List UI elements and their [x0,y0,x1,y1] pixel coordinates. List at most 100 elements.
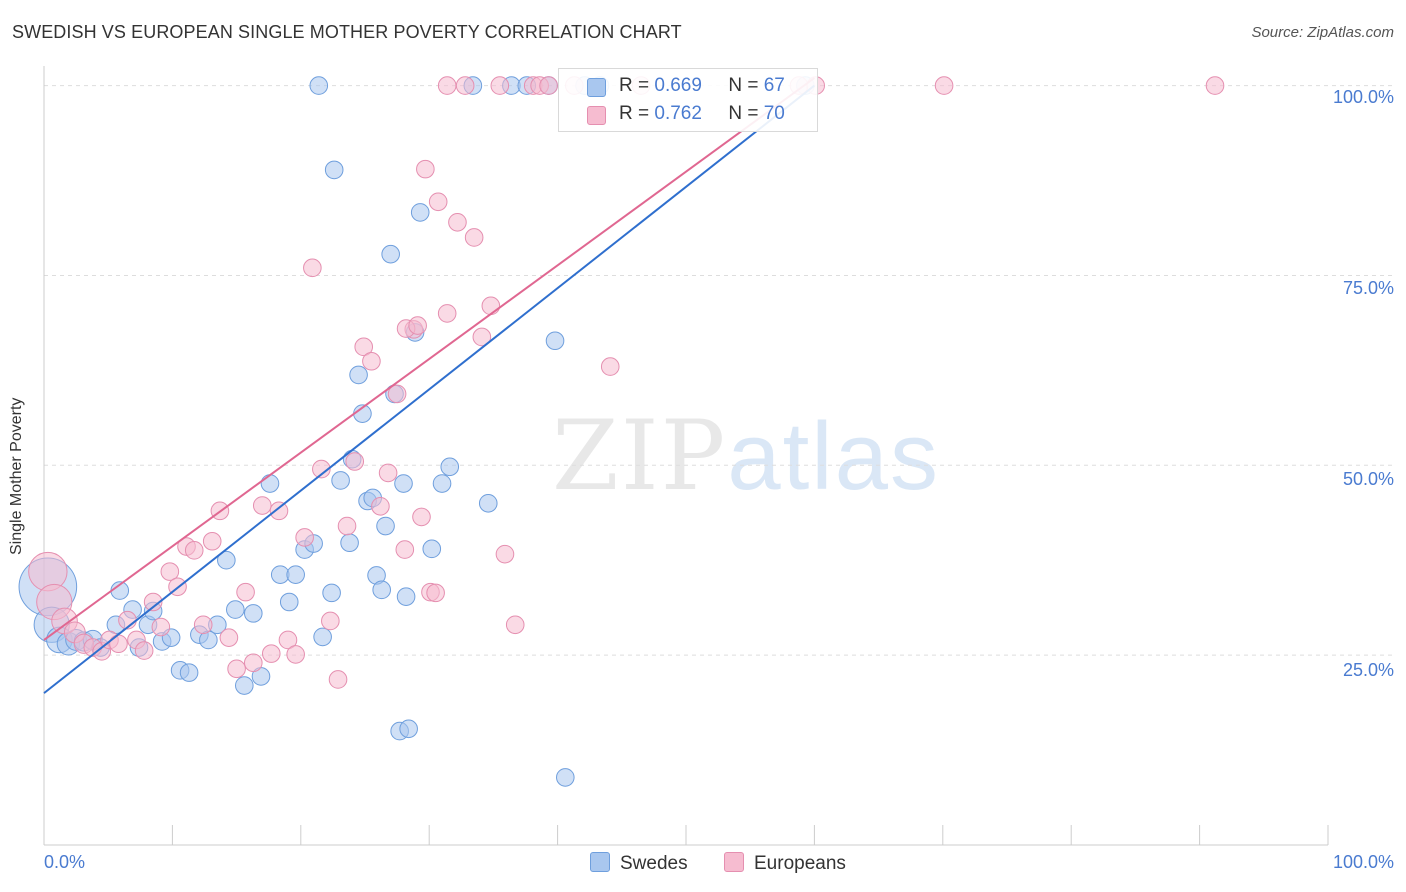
europeans-point [416,159,435,179]
europeans-point [193,615,213,635]
bottom-swedes-label: Swedes [620,853,688,874]
bottom-europeans-label: Europeans [754,853,846,874]
y-tick-label-25: 25.0% [1342,660,1394,680]
swedes-point [331,471,350,490]
europeans-point [354,337,374,357]
europeans-point [286,645,305,664]
bottom-europeans-swatch [724,852,744,872]
watermark-atlas: atlas [727,403,940,510]
swedes-r-label: R = [619,75,650,96]
swedes-point [410,203,430,222]
europeans-trend-line [43,77,815,641]
europeans-point [428,192,448,212]
swedes-point [422,539,442,559]
europeans-point [134,641,154,660]
europeans-point [505,615,525,635]
swedes-point [376,516,395,536]
y-tick-label-50: 50.0% [1342,469,1394,489]
europeans-point [261,644,281,663]
swedes-point [396,587,416,606]
europeans-point [362,351,381,371]
swedes-n-label: N = [728,75,759,96]
europeans-point [109,634,128,654]
europeans-n-value: 70 [763,103,785,124]
europeans-point [600,357,620,376]
europeans-point [278,630,298,650]
europeans-point [490,76,510,95]
swedes-point [243,604,263,623]
europeans-point [495,544,515,564]
swedes-point [309,76,329,95]
europeans-point [395,540,415,559]
europeans-point [934,76,954,95]
x-tick-label-min: 0.0% [44,852,86,872]
swedes-point [313,627,332,647]
swedes-trend-line [43,84,816,694]
europeans-point [464,228,484,247]
swedes-swatch [587,78,606,97]
swedes-r-value: 0.669 [654,75,702,96]
chart-title: SWEDISH VS EUROPEAN SINGLE MOTHER POVERT… [12,22,682,42]
europeans-point [252,496,272,515]
bottom-legend-europeans: Europeans [724,852,846,875]
watermark-zip: ZIP [552,400,728,512]
europeans-swatch [587,106,606,125]
swedes-point [322,583,341,603]
swedes-point [217,550,236,570]
swedes-point [545,331,565,351]
europeans-point [408,316,427,335]
europeans-point [371,497,390,516]
europeans-point [28,551,68,592]
y-tick-label-75: 75.0% [1342,278,1394,298]
y-axis-label: Single Mother Poverty [8,397,25,555]
swedes-point [235,676,254,695]
swedes-point [340,533,359,553]
swedes-point [179,663,199,682]
europeans-point [227,659,246,679]
europeans-point [328,670,348,689]
swedes-point [440,457,460,477]
y-tick-label-100: 100.0% [1332,87,1394,107]
europeans-point [448,212,467,232]
europeans-n-label: N = [728,103,759,124]
swedes-point [556,768,575,787]
europeans-point [236,582,255,602]
swedes-point [478,493,498,513]
swedes-point [432,474,452,493]
swedes-point [286,565,305,584]
swedes-point [279,592,299,612]
swedes-point [324,160,344,180]
europeans-r-label: R = [619,103,650,124]
europeans-point [472,327,492,347]
swedes-point [349,365,368,385]
bottom-legend-swedes: Swedes [590,852,688,875]
europeans-point [269,501,289,521]
europeans-point [312,459,331,479]
europeans-point [202,531,222,551]
europeans-point [412,507,431,527]
swedes-point [260,474,280,493]
europeans-point [184,541,204,560]
europeans-point [303,258,322,278]
europeans-point [437,76,457,95]
europeans-point [481,296,501,316]
europeans-point [426,583,445,603]
europeans-point [455,76,475,95]
swedes-point [399,719,418,739]
europeans-point [437,304,457,323]
europeans-point [387,384,407,404]
bottom-swedes-swatch [590,852,610,872]
europeans-point [539,76,558,95]
europeans-point [219,628,239,647]
europeans-point [160,562,180,581]
swedes-point [226,600,245,619]
europeans-point [1205,76,1225,95]
x-tick-label-max: 100.0% [1332,852,1394,872]
europeans-point [295,528,314,547]
europeans-r-value: 0.762 [654,103,702,124]
source-credit: Source: ZipAtlas.com [1251,24,1394,41]
europeans-point [243,653,263,673]
europeans-point [337,516,357,536]
swedes-n-value: 67 [763,75,785,96]
